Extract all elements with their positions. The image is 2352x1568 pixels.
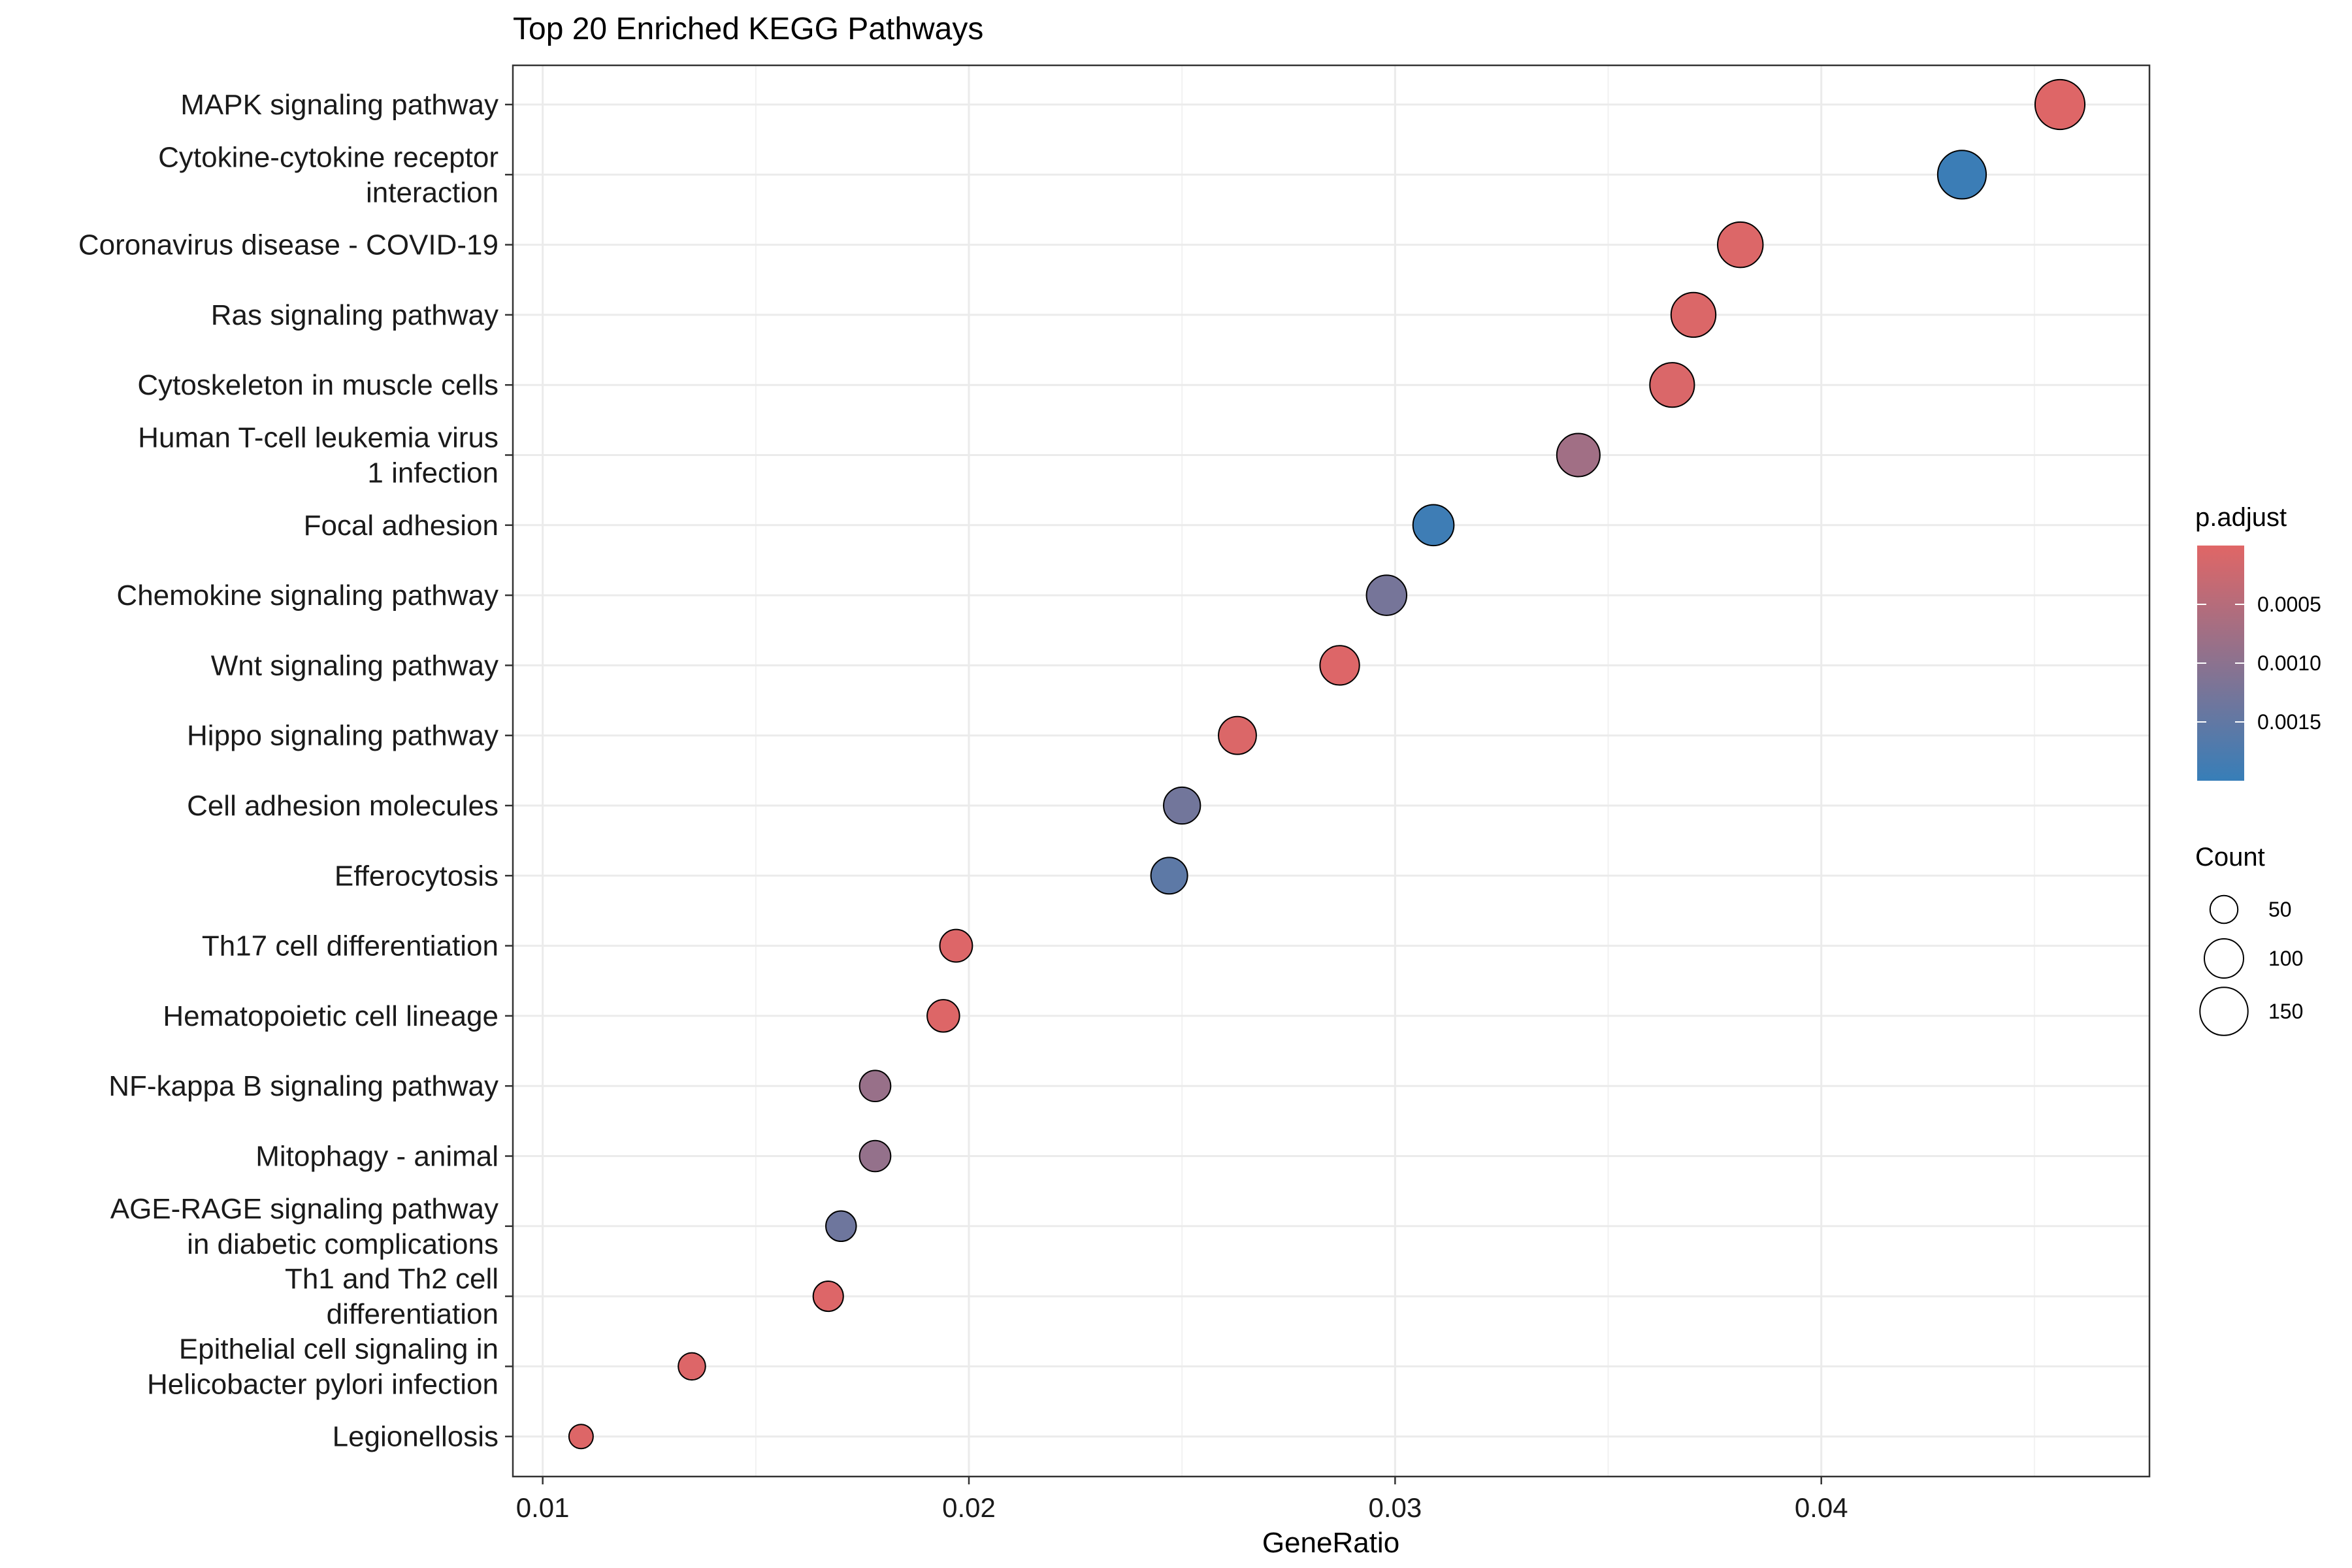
data-point xyxy=(858,1070,892,1103)
size-legend-key xyxy=(2209,894,2239,924)
y-tick-label: Cell adhesion molecules xyxy=(187,790,498,822)
data-point xyxy=(825,1210,857,1243)
y-tick-label: Hematopoietic cell lineage xyxy=(163,1000,498,1032)
data-point xyxy=(1936,150,1987,200)
size-legend-label: 100 xyxy=(2268,947,2303,970)
size-legend-key xyxy=(2204,938,2244,979)
y-tick-label: in diabetic complications xyxy=(187,1228,498,1260)
data-point xyxy=(926,999,960,1033)
data-points xyxy=(568,78,2086,1450)
data-point xyxy=(1150,857,1188,895)
y-tick-label: Legionellosis xyxy=(333,1421,498,1453)
y-tick-label: Th17 cell differentiation xyxy=(202,930,498,962)
data-point xyxy=(1556,433,1601,478)
size-legend-title: Count xyxy=(2195,843,2265,872)
y-tick-label: Mitophagy - animal xyxy=(255,1141,498,1173)
y-tick-label: Helicobacter pylori infection xyxy=(147,1368,498,1400)
y-tick-label: Focal adhesion xyxy=(304,510,498,542)
data-point xyxy=(1218,715,1257,755)
x-axis: 0.01 0.02 0.03 0.04 xyxy=(516,1477,1848,1523)
y-tick-label: NF-kappa B signaling pathway xyxy=(108,1070,498,1102)
y-tick-label: Ras signaling pathway xyxy=(211,299,498,331)
data-point xyxy=(858,1139,892,1173)
x-axis-title: GeneRatio xyxy=(1262,1527,1399,1559)
y-tick-label: Chemokine signaling pathway xyxy=(116,580,498,612)
y-tick-label: Hippo signaling pathway xyxy=(187,720,498,752)
color-legend-title: p.adjust xyxy=(2195,503,2287,532)
y-tick-label: 1 infection xyxy=(367,457,498,489)
y-tick-label: Human T-cell leukemia virus xyxy=(138,422,498,454)
color-legend-label: 0.0010 xyxy=(2257,651,2321,675)
data-point xyxy=(1365,574,1408,616)
data-point xyxy=(678,1352,706,1381)
grid-major xyxy=(513,65,2149,1477)
y-tick-label: Coronavirus disease - COVID-19 xyxy=(78,229,498,261)
y-tick-label: Cytoskeleton in muscle cells xyxy=(137,369,498,401)
color-legend: p.adjust 0.0005 0.0010 0.0015 xyxy=(2195,503,2321,781)
size-legend: Count 50 100 150 xyxy=(2195,843,2303,1036)
chart-title: Top 20 Enriched KEGG Pathways xyxy=(513,12,983,46)
y-tick-label: interaction xyxy=(366,176,498,208)
x-tick-label: 0.01 xyxy=(516,1492,570,1523)
data-point xyxy=(939,928,973,963)
data-point xyxy=(1717,221,1764,269)
data-point xyxy=(568,1424,594,1450)
plot-panel xyxy=(513,65,2149,1477)
y-axis: MAPK signaling pathway Cytokine-cytokine … xyxy=(78,89,513,1453)
plot-border xyxy=(512,64,2151,1478)
x-tick-label: 0.04 xyxy=(1795,1492,1848,1523)
data-point xyxy=(2034,78,2086,131)
y-tick-label: Cytokine-cytokine receptor xyxy=(158,141,498,173)
data-point xyxy=(1319,645,1360,686)
y-tick-label: differentiation xyxy=(327,1298,498,1330)
grid-minor xyxy=(755,65,2035,1477)
y-tick-label: MAPK signaling pathway xyxy=(180,89,498,121)
x-tick-label: 0.03 xyxy=(1368,1492,1422,1523)
color-legend-label: 0.0005 xyxy=(2257,593,2321,616)
data-point xyxy=(1670,291,1717,338)
size-legend-key xyxy=(2199,987,2249,1036)
data-point xyxy=(1163,786,1201,825)
y-tick-label: Wnt signaling pathway xyxy=(211,649,498,681)
y-tick-label: Th1 and Th2 cell xyxy=(285,1263,498,1295)
size-legend-label: 50 xyxy=(2268,898,2292,921)
color-legend-label: 0.0015 xyxy=(2257,710,2321,734)
size-legend-label: 150 xyxy=(2268,1000,2303,1023)
x-tick-label: 0.02 xyxy=(942,1492,996,1523)
data-point xyxy=(1412,504,1455,547)
y-tick-label: Efferocytosis xyxy=(335,860,498,892)
y-tick-label: Epithelial cell signaling in xyxy=(179,1333,498,1365)
data-point xyxy=(812,1281,844,1313)
y-tick-label: AGE-RAGE signaling pathway xyxy=(110,1193,498,1225)
data-point xyxy=(1649,362,1695,408)
